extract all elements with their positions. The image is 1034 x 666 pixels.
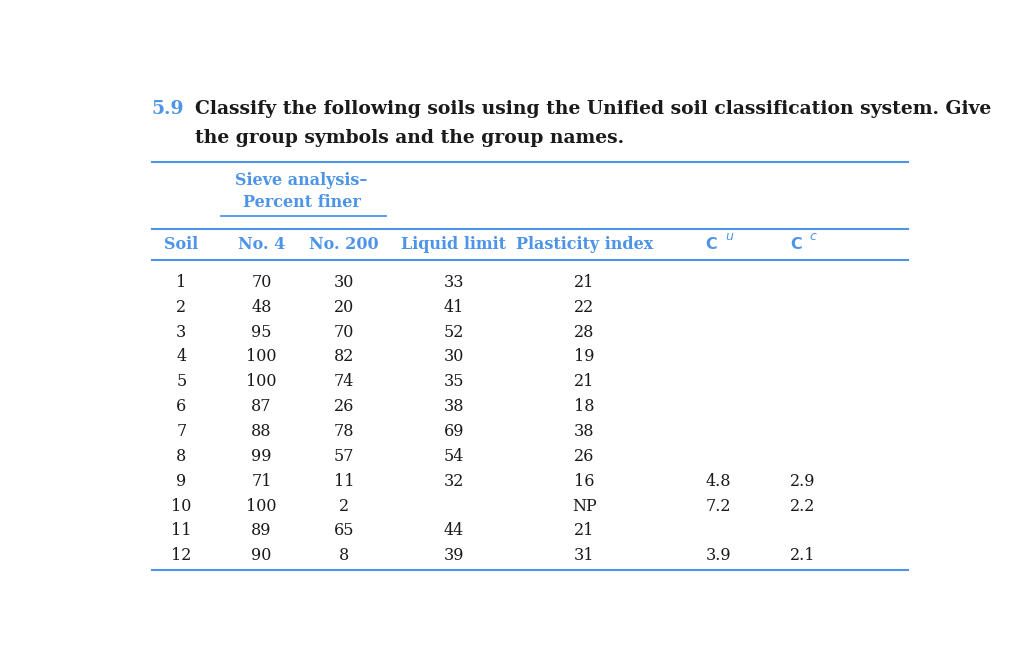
Text: 48: 48	[251, 298, 272, 316]
Text: $\mathbf{C}$: $\mathbf{C}$	[790, 236, 802, 253]
Text: Plasticity index: Plasticity index	[516, 236, 653, 253]
Text: 57: 57	[334, 448, 355, 465]
Text: 39: 39	[444, 547, 464, 564]
Text: 3.9: 3.9	[705, 547, 731, 564]
Text: 52: 52	[444, 324, 464, 340]
Text: 82: 82	[334, 348, 355, 366]
Text: 99: 99	[251, 448, 272, 465]
Text: 10: 10	[172, 498, 191, 515]
Text: 11: 11	[334, 473, 355, 490]
Text: 8: 8	[176, 448, 186, 465]
Text: 74: 74	[334, 373, 355, 390]
Text: 2: 2	[339, 498, 349, 515]
Text: 30: 30	[444, 348, 464, 366]
Text: 32: 32	[444, 473, 464, 490]
Text: 100: 100	[246, 348, 277, 366]
Text: 4.8: 4.8	[705, 473, 731, 490]
Text: 6: 6	[176, 398, 186, 415]
Text: 19: 19	[574, 348, 595, 366]
Text: 26: 26	[574, 448, 595, 465]
Text: the group symbols and the group names.: the group symbols and the group names.	[195, 129, 625, 147]
Text: 54: 54	[444, 448, 464, 465]
Text: 100: 100	[246, 373, 277, 390]
Text: 21: 21	[574, 274, 595, 291]
Text: 78: 78	[334, 423, 355, 440]
Text: Percent finer: Percent finer	[243, 194, 361, 210]
Text: 71: 71	[251, 473, 272, 490]
Text: $\mathit{u}$: $\mathit{u}$	[725, 230, 734, 243]
Text: 5.9: 5.9	[152, 101, 184, 119]
Text: 8: 8	[339, 547, 349, 564]
Text: 9: 9	[176, 473, 186, 490]
Text: 4: 4	[176, 348, 186, 366]
Text: 95: 95	[251, 324, 272, 340]
Text: 2.1: 2.1	[790, 547, 815, 564]
Text: 89: 89	[251, 523, 272, 539]
Text: 31: 31	[574, 547, 595, 564]
Text: 3: 3	[176, 324, 186, 340]
Text: Soil: Soil	[164, 236, 199, 253]
Text: Classify the following soils using the Unified soil classification system. Give: Classify the following soils using the U…	[195, 101, 992, 119]
Text: 7: 7	[176, 423, 186, 440]
Text: 44: 44	[444, 523, 464, 539]
Text: 88: 88	[251, 423, 272, 440]
Text: 70: 70	[251, 274, 272, 291]
Text: NP: NP	[572, 498, 597, 515]
Text: 20: 20	[334, 298, 354, 316]
Text: 28: 28	[574, 324, 595, 340]
Text: 100: 100	[246, 498, 277, 515]
Text: 16: 16	[574, 473, 595, 490]
Text: Liquid limit: Liquid limit	[401, 236, 507, 253]
Text: 65: 65	[334, 523, 355, 539]
Text: 35: 35	[444, 373, 464, 390]
Text: 18: 18	[574, 398, 595, 415]
Text: 90: 90	[251, 547, 272, 564]
Text: $\mathbf{C}$: $\mathbf{C}$	[705, 236, 719, 253]
Text: 2: 2	[176, 298, 186, 316]
Text: 22: 22	[574, 298, 595, 316]
Text: 30: 30	[334, 274, 355, 291]
Text: No. 200: No. 200	[309, 236, 378, 253]
Text: 21: 21	[574, 373, 595, 390]
Text: 21: 21	[574, 523, 595, 539]
Text: $\mathit{c}$: $\mathit{c}$	[810, 230, 818, 243]
Text: 33: 33	[444, 274, 464, 291]
Text: 87: 87	[251, 398, 272, 415]
Text: No. 4: No. 4	[238, 236, 285, 253]
Text: 69: 69	[444, 423, 464, 440]
Text: Sieve analysis–: Sieve analysis–	[236, 172, 368, 189]
Text: 5: 5	[176, 373, 186, 390]
Text: 2.9: 2.9	[790, 473, 815, 490]
Text: 70: 70	[334, 324, 355, 340]
Text: 11: 11	[171, 523, 191, 539]
Text: 38: 38	[444, 398, 464, 415]
Text: 26: 26	[334, 398, 355, 415]
Text: 41: 41	[444, 298, 464, 316]
Text: 2.2: 2.2	[790, 498, 815, 515]
Text: 1: 1	[176, 274, 186, 291]
Text: 38: 38	[574, 423, 595, 440]
Text: 12: 12	[172, 547, 191, 564]
Text: 7.2: 7.2	[705, 498, 731, 515]
